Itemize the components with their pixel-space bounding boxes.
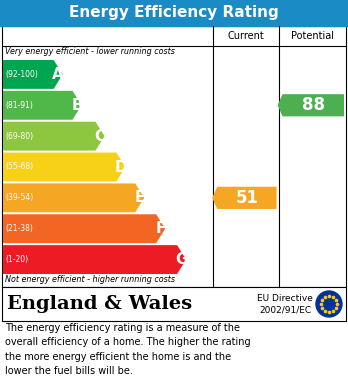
Polygon shape <box>3 122 104 151</box>
Polygon shape <box>3 91 81 120</box>
Circle shape <box>316 291 342 317</box>
Polygon shape <box>212 187 277 209</box>
Text: Current: Current <box>228 31 264 41</box>
Text: Not energy efficient - higher running costs: Not energy efficient - higher running co… <box>5 275 175 284</box>
Text: (1-20): (1-20) <box>5 255 28 264</box>
Text: England & Wales: England & Wales <box>7 295 192 313</box>
Text: (39-54): (39-54) <box>5 194 33 203</box>
Text: The energy efficiency rating is a measure of the
overall efficiency of a home. T: The energy efficiency rating is a measur… <box>5 323 251 376</box>
Polygon shape <box>3 152 125 181</box>
Text: EU Directive
2002/91/EC: EU Directive 2002/91/EC <box>257 294 313 314</box>
Bar <box>2 287 346 321</box>
Polygon shape <box>278 94 344 117</box>
Text: B: B <box>71 98 83 113</box>
Text: A: A <box>52 67 64 82</box>
Polygon shape <box>3 214 165 243</box>
Text: D: D <box>114 160 127 174</box>
Text: C: C <box>94 129 105 143</box>
Text: F: F <box>156 221 166 236</box>
Text: (81-91): (81-91) <box>5 101 33 110</box>
Text: E: E <box>135 190 145 205</box>
Text: (55-68): (55-68) <box>5 163 33 172</box>
Text: 51: 51 <box>235 189 259 207</box>
Text: 88: 88 <box>302 96 325 114</box>
Text: Potential: Potential <box>291 31 334 41</box>
Polygon shape <box>3 183 144 212</box>
Polygon shape <box>3 60 63 89</box>
Text: G: G <box>175 252 188 267</box>
Text: (21-38): (21-38) <box>5 224 33 233</box>
Text: (69-80): (69-80) <box>5 132 33 141</box>
Bar <box>2 26 346 287</box>
Polygon shape <box>3 245 186 274</box>
Text: Very energy efficient - lower running costs: Very energy efficient - lower running co… <box>5 47 175 56</box>
Bar <box>0 0 348 26</box>
Text: Energy Efficiency Rating: Energy Efficiency Rating <box>69 5 279 20</box>
Text: (92-100): (92-100) <box>5 70 38 79</box>
